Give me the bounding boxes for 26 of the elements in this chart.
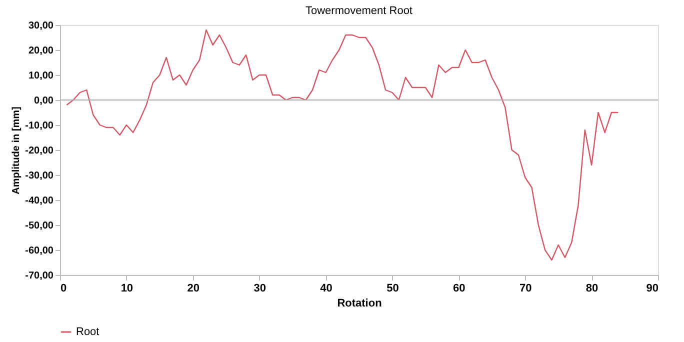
- y-tick-label: -70,00: [25, 270, 54, 282]
- line-series: [66, 29, 619, 261]
- x-tick-label: 90: [646, 282, 658, 294]
- x-tick-label: 20: [187, 282, 200, 294]
- x-tick-label: 80: [586, 282, 598, 294]
- y-tick-label: -40,00: [25, 196, 54, 206]
- y-tick-label: 0,00: [34, 96, 54, 106]
- legend-label: Root: [76, 326, 100, 338]
- x-tick-label: 50: [386, 282, 399, 294]
- x-tick-label: 60: [453, 282, 466, 294]
- y-tick-label: 20,00: [28, 46, 54, 56]
- x-tick-label: 30: [254, 282, 266, 294]
- y-tick-label: -60,00: [25, 246, 54, 256]
- x-tick-label: 40: [320, 282, 332, 294]
- chart-title: Towermovement Root: [306, 5, 412, 17]
- x-axis-title: Rotation: [337, 298, 382, 310]
- y-tick-label: 30,00: [28, 20, 54, 32]
- y-tick-label: -50,00: [25, 220, 54, 232]
- x-tick-label: 10: [120, 282, 134, 294]
- y-tick-label: -10,00: [25, 120, 54, 132]
- y-tick-label: -30,00: [25, 170, 54, 182]
- y-tick-label: -20,00: [25, 146, 54, 156]
- x-tick-label: 70: [519, 282, 532, 294]
- y-axis-title: Amplitude in [mm]: [11, 106, 22, 194]
- x-tick-label: 0: [60, 282, 67, 294]
- y-tick-label: 10,00: [28, 70, 54, 82]
